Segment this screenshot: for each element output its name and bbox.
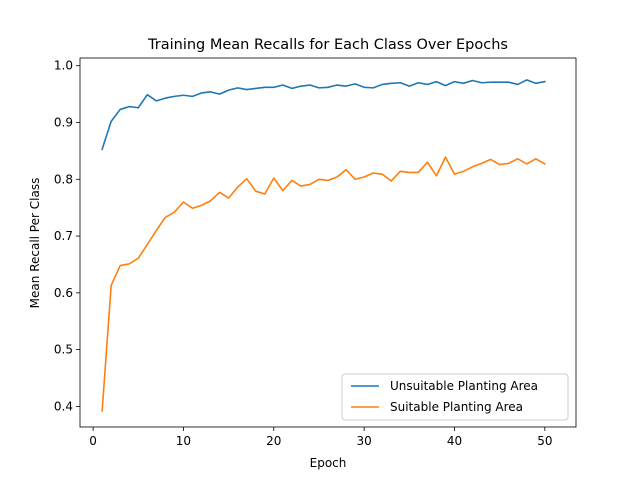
chart-title: Training Mean Recalls for Each Class Ove… xyxy=(147,37,508,53)
y-axis: 0.4 0.5 0.6 0.7 0.8 0.9 1.0 xyxy=(54,59,80,413)
y-tick-label: 1.0 xyxy=(54,59,73,73)
y-tick-label: 0.5 xyxy=(54,343,73,357)
y-tick-label: 0.9 xyxy=(54,115,73,129)
legend-box xyxy=(341,373,569,421)
x-tick-label: 0 xyxy=(89,434,97,448)
y-tick-label: 0.7 xyxy=(54,229,73,243)
series-layer xyxy=(101,79,546,412)
legend-label-suitable: Suitable Planting Area xyxy=(390,400,523,414)
legend: Unsuitable Planting Area Suitable Planti… xyxy=(341,373,569,421)
x-tick-label: 30 xyxy=(356,434,371,448)
y-tick-label: 0.8 xyxy=(54,172,73,186)
series-line-unsuitable xyxy=(101,79,546,151)
x-tick-label: 40 xyxy=(447,434,462,448)
x-tick-label: 10 xyxy=(176,434,191,448)
x-axis: 0 10 20 30 40 50 xyxy=(89,427,552,448)
y-axis-label: Mean Recall Per Class xyxy=(28,178,42,309)
plot-frame xyxy=(79,57,577,428)
x-tick-label: 20 xyxy=(266,434,281,448)
x-tick-label: 50 xyxy=(537,434,552,448)
series-line-suitable xyxy=(101,156,546,412)
y-tick-label: 0.6 xyxy=(54,286,73,300)
y-tick-label: 0.4 xyxy=(54,399,73,413)
x-axis-label: Epoch xyxy=(310,456,347,470)
legend-label-unsuitable: Unsuitable Planting Area xyxy=(390,379,538,393)
